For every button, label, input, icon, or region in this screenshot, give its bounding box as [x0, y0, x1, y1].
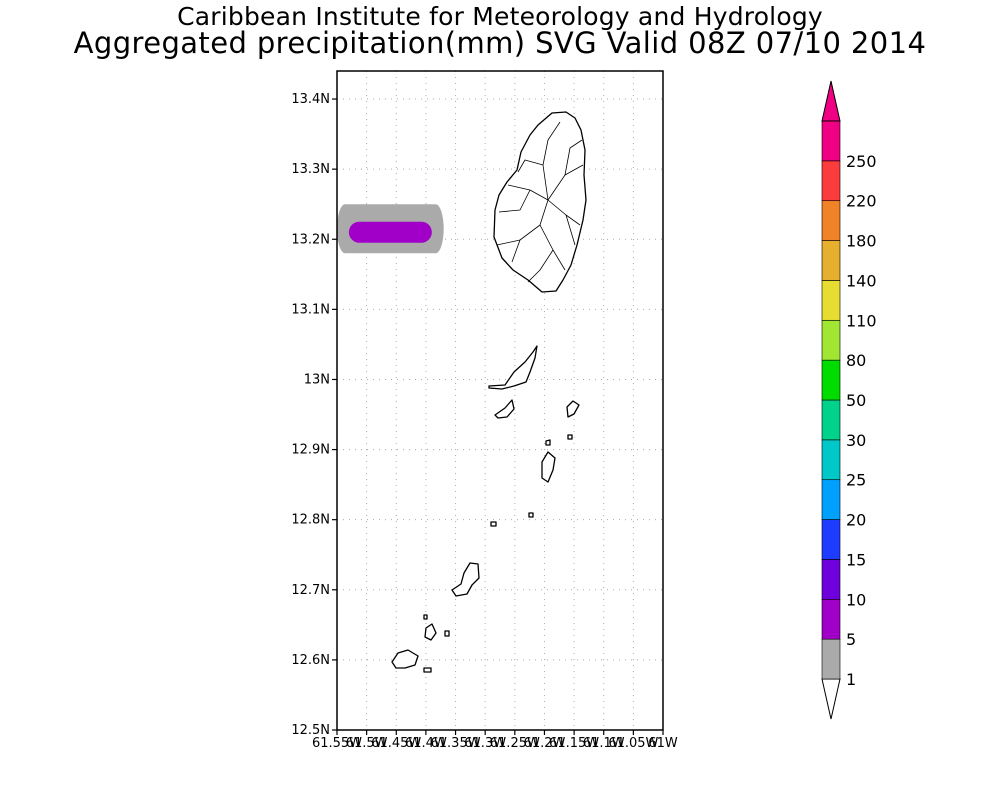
y-tick-label: 12.5N	[291, 723, 330, 738]
colorbar-label: 15	[846, 550, 866, 569]
colorbar-swatch	[821, 359, 841, 401]
colorbar-label: 50	[846, 391, 866, 410]
y-tick-label: 12.8N	[291, 513, 330, 528]
colorbar-min-arrow	[821, 678, 841, 720]
colorbar-swatch	[821, 120, 841, 162]
islet-outline	[424, 623, 437, 641]
colorbar-swatch	[821, 519, 841, 560]
colorbar-swatch	[821, 280, 841, 321]
colorbar-label: 30	[846, 431, 866, 450]
colorbar-label: 140	[846, 271, 877, 290]
y-tick-label: 13N	[304, 372, 330, 387]
islet-outline	[567, 434, 573, 440]
colorbar-max-arrow	[821, 80, 841, 122]
colorbar-label: 25	[846, 471, 866, 490]
precip-area-moderate	[348, 221, 432, 243]
islet-outline	[545, 439, 551, 446]
colorbar-swatch	[821, 439, 841, 481]
mustique-outline	[494, 399, 515, 419]
x-tick-label: 61W	[648, 736, 678, 751]
colorbar-label: 180	[846, 232, 877, 251]
colorbar-swatch	[821, 559, 841, 600]
colorbar-label: 250	[846, 152, 877, 171]
plot-frame	[336, 70, 664, 731]
colorbar-swatch	[821, 319, 841, 361]
islet-outline	[423, 614, 428, 620]
map-subtitle: Aggregated precipitation(mm) SVG Valid 0…	[73, 26, 927, 60]
y-tick-label: 13.2N	[291, 232, 330, 247]
map-title: Caribbean Institute for Meteorology and …	[177, 2, 823, 31]
colorbar-swatch	[821, 638, 841, 680]
x-tick-label: 61.5W	[346, 736, 388, 751]
bequia-outline	[488, 345, 538, 390]
precipitation-areas	[337, 204, 444, 254]
islet-outline	[528, 512, 534, 518]
islet-outline	[566, 400, 580, 418]
y-tick-label: 12.9N	[291, 443, 330, 458]
y-tick-label: 12.6N	[291, 653, 330, 668]
x-tick-label: 61.3W	[464, 736, 506, 751]
colorbar-swatch	[821, 479, 841, 520]
x-tick-label: 61.55W	[312, 736, 362, 751]
colorbar-label: 80	[846, 351, 866, 370]
grid-lines	[336, 71, 664, 731]
grenada-north-outline	[391, 649, 419, 669]
x-tick-label: 61.2W	[524, 736, 566, 751]
colorbar-swatch	[821, 200, 841, 241]
y-tick-label: 12.7N	[291, 583, 330, 598]
axes: 61.55W61.5W61.45W61.4W61.35W61.3W61.25W6…	[291, 92, 678, 751]
y-tick-label: 13.3N	[291, 162, 330, 177]
colorbar-label: 20	[846, 511, 866, 530]
colorbar-label: 110	[846, 311, 877, 330]
colorbar-label: 1	[846, 670, 856, 689]
y-tick-label: 13.4N	[291, 92, 330, 107]
st-vincent-outline	[493, 111, 587, 293]
canouan-outline	[541, 451, 556, 483]
x-tick-label: 61.15W	[549, 736, 599, 751]
islet-outline	[490, 521, 497, 527]
colorbar-label: 10	[846, 590, 866, 609]
islet-outline	[444, 630, 450, 637]
x-tick-label: 61.1W	[583, 736, 625, 751]
x-tick-label: 61.05W	[608, 736, 658, 751]
st-vincent-watersheds	[496, 121, 584, 283]
colorbar-label: 220	[846, 192, 877, 211]
coastlines	[391, 111, 587, 673]
colorbar-swatch	[821, 160, 841, 202]
colorbar-swatch	[821, 598, 841, 640]
carriacou-outline	[451, 562, 480, 597]
colorbar-swatch	[821, 240, 841, 281]
x-tick-label: 61.35W	[431, 736, 481, 751]
colorbar-swatch	[821, 399, 841, 441]
x-tick-label: 61.4W	[405, 736, 447, 751]
islet-outline	[423, 667, 432, 673]
x-tick-label: 61.25W	[490, 736, 540, 751]
y-tick-label: 13.1N	[291, 302, 330, 317]
colorbar-label: 5	[846, 630, 856, 649]
x-tick-label: 61.45W	[371, 736, 421, 751]
